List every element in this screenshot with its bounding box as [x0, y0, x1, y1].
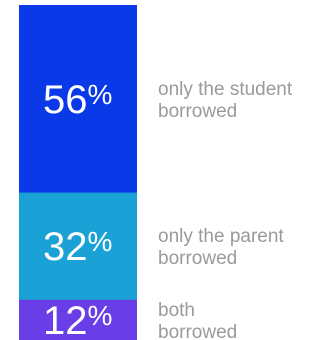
segment-category-label-line: borrowed	[158, 101, 237, 122]
segment-value-number: 32	[43, 225, 88, 269]
segment-category-label-line: only the parent	[158, 226, 284, 247]
segment-category-label: both borrowed	[158, 300, 237, 340]
bar-segment-group: 12% both borrowed	[19, 299, 237, 340]
segment-value-label: 12%	[43, 299, 112, 340]
bar-segment	[19, 5, 137, 194]
segment-category-label: only the parent borrowed	[158, 226, 284, 269]
segment-category-label-line: borrowed	[158, 322, 237, 340]
segment-category-label-line: both	[158, 300, 195, 321]
segment-value-number: 56	[43, 78, 88, 122]
bar-segment	[19, 299, 137, 340]
bar-segment-group: 56% only the student borrowed	[19, 5, 293, 194]
segment-category-label-line: borrowed	[158, 248, 237, 269]
bar-segment-group: 32% only the parent borrowed	[19, 192, 284, 301]
bar-segment	[19, 192, 137, 301]
segment-value-label: 56%	[43, 78, 112, 122]
segment-percent-sign: %	[88, 300, 113, 331]
segment-category-label-line: only the student	[158, 79, 293, 100]
segment-value-number: 12	[43, 299, 88, 340]
segment-value-label: 32%	[43, 225, 112, 269]
segment-category-label: only the student borrowed	[158, 79, 293, 122]
segment-percent-sign: %	[88, 226, 113, 257]
segment-percent-sign: %	[88, 79, 113, 110]
